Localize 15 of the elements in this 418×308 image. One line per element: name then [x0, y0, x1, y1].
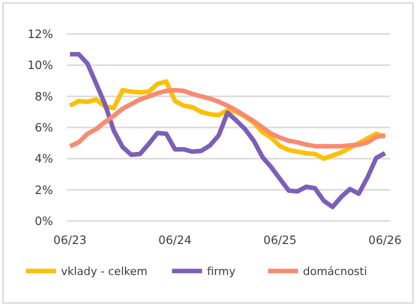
x-tick-label: 06/26 — [368, 233, 402, 247]
y-tick-label: 6% — [34, 120, 54, 135]
legend-label: vklady - celkem — [61, 264, 148, 278]
y-tick-label: 10% — [27, 58, 54, 72]
x-tick-label: 06/25 — [263, 233, 297, 247]
y-tick-label: 8% — [34, 89, 54, 104]
y-tick-label: 12% — [27, 27, 54, 42]
x-tick-label: 06/24 — [158, 233, 192, 247]
x-tick-label: 06/23 — [53, 233, 87, 247]
y-tick-label: 2% — [34, 182, 54, 197]
y-tick-label: 4% — [34, 152, 54, 166]
y-tick-label: 0% — [34, 214, 54, 228]
line-series — [68, 88, 388, 148]
legend-label: domácnosti — [303, 264, 368, 278]
legend-label: firmy — [207, 264, 236, 278]
